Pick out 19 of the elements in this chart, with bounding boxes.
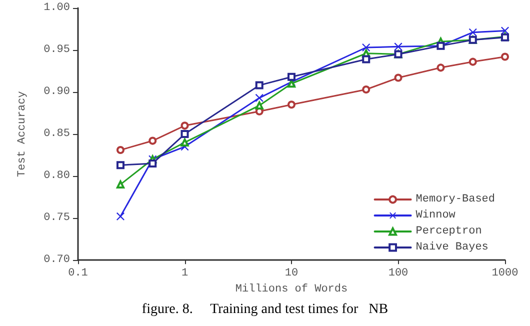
legend-label: Memory-Based bbox=[416, 194, 496, 206]
legend-label: Perceptron bbox=[416, 226, 482, 238]
legend-label: Winnow bbox=[416, 210, 456, 222]
y-axis-title: Test Accuracy bbox=[16, 90, 28, 177]
text: figure. 8. Training and test times for NB bbox=[140, 302, 390, 318]
y-tick-label: 0.90 bbox=[44, 86, 70, 98]
y-tick-label: 0.95 bbox=[44, 44, 70, 56]
x-tick-label: 1 bbox=[181, 268, 188, 280]
x-tick-label: 1000 bbox=[492, 268, 518, 280]
x-tick-label: 10 bbox=[284, 268, 298, 280]
x-tick-label: 100 bbox=[388, 268, 408, 280]
legend-label: Naive Bayes bbox=[416, 242, 488, 254]
y-tick-label: 0.85 bbox=[44, 128, 70, 140]
y-tick-label: 0.75 bbox=[44, 212, 70, 224]
x-tick-label: 0.1 bbox=[68, 268, 88, 280]
y-tick-label: 0.80 bbox=[44, 170, 70, 182]
x-axis-title: Millions of Words bbox=[235, 284, 348, 296]
y-tick-label: 0.70 bbox=[44, 254, 70, 266]
y-tick-label: 1.00 bbox=[44, 2, 70, 14]
